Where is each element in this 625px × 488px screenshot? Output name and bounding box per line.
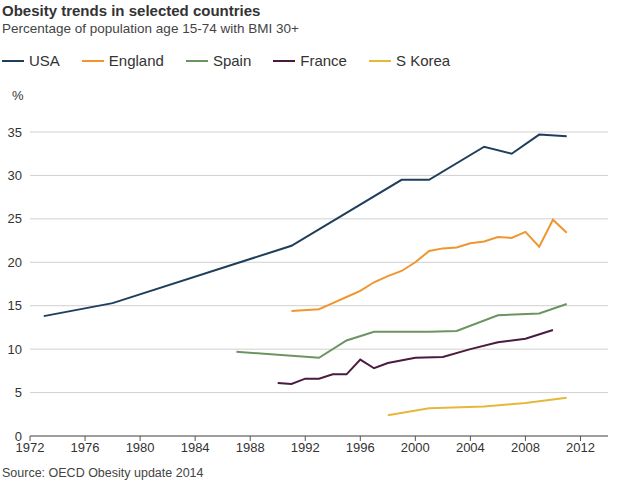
html-text:Spain: Spain — [212, 52, 252, 69]
html-text:France: France — [300, 52, 347, 69]
html-text:S Korea: S Korea — [396, 52, 451, 69]
svg-text:20: 20 — [8, 255, 22, 270]
svg-text:1984: 1984 — [181, 440, 210, 455]
svg-text:1972: 1972 — [15, 440, 45, 456]
svg-text:1996: 1996 — [346, 440, 375, 455]
html-text:Percentage of population age 1: Percentage of population age 15-74 with … — [2, 21, 299, 36]
svg-text:30: 30 — [8, 168, 22, 183]
html-text:Obesity trends in selected cou: Obesity trends in selected countries — [2, 2, 261, 19]
svg-text:2012: 2012 — [566, 440, 595, 455]
html-text:USA: USA — [29, 52, 60, 69]
svg-text:15: 15 — [8, 298, 22, 313]
html-text:England: England — [108, 52, 164, 69]
html-text:Source: OECD Obesity update 20: Source: OECD Obesity update 2014 — [2, 466, 204, 480]
svg-text:5: 5 — [15, 385, 22, 400]
svg-text:25: 25 — [8, 211, 22, 226]
svg-text:1976: 1976 — [71, 440, 100, 455]
svg-text:2008: 2008 — [511, 440, 540, 455]
svg-text:1980: 1980 — [126, 440, 155, 455]
svg-text:1992: 1992 — [291, 440, 320, 455]
svg-text:2004: 2004 — [456, 440, 485, 455]
svg-text:0: 0 — [15, 429, 22, 444]
svg-text:1988: 1988 — [236, 440, 265, 455]
svg-text:2000: 2000 — [401, 440, 430, 455]
svg-text:35: 35 — [8, 125, 22, 140]
svg-text:10: 10 — [8, 342, 22, 357]
